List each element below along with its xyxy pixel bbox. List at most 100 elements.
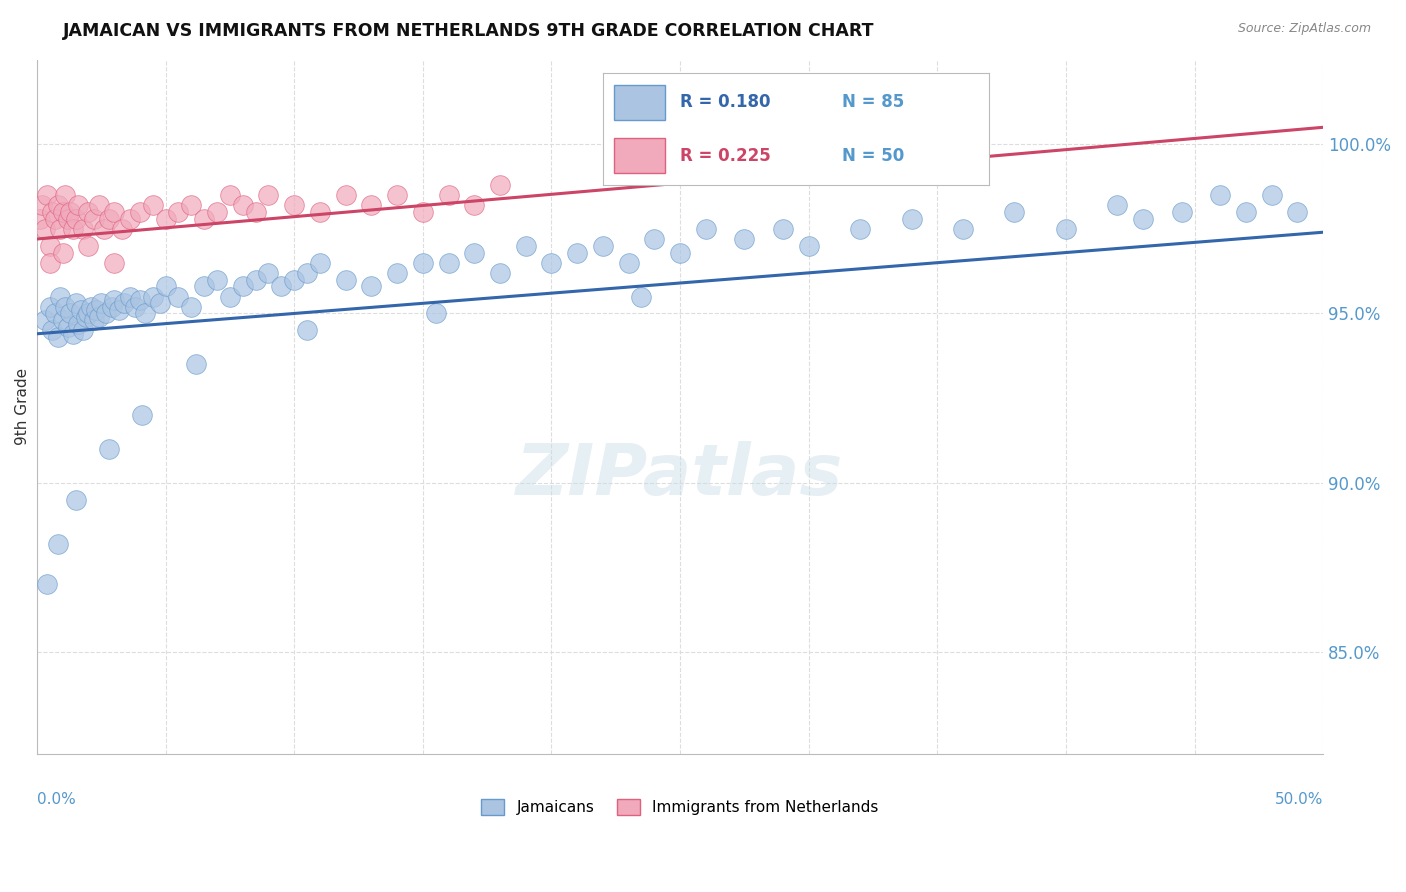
Point — [34, 222, 56, 236]
Point — [49, 289, 72, 303]
Point — [38, 239, 60, 253]
Point — [59, 205, 82, 219]
Point — [232, 279, 254, 293]
Point — [797, 130, 820, 145]
Point — [193, 211, 215, 226]
Legend: Jamaicans, Immigrants from Netherlands: Jamaicans, Immigrants from Netherlands — [481, 799, 879, 815]
Point — [75, 310, 97, 324]
Point — [56, 211, 79, 226]
Point — [49, 222, 72, 236]
Point — [65, 296, 87, 310]
Point — [77, 239, 100, 253]
Point — [295, 266, 318, 280]
Point — [412, 205, 434, 219]
Point — [155, 211, 177, 226]
Point — [412, 256, 434, 270]
Point — [245, 205, 267, 219]
Point — [34, 313, 56, 327]
Point — [84, 303, 107, 318]
Point — [46, 536, 69, 550]
Point — [83, 313, 105, 327]
Point — [142, 198, 165, 212]
Point — [53, 188, 76, 202]
Point — [617, 256, 640, 270]
Point — [83, 211, 105, 226]
Point — [489, 178, 512, 192]
Point — [335, 188, 357, 202]
Point — [69, 303, 91, 318]
Point — [41, 205, 63, 219]
Point — [1234, 205, 1257, 219]
Text: 50.0%: 50.0% — [1275, 792, 1323, 806]
Point — [463, 245, 485, 260]
Point — [1107, 198, 1129, 212]
Point — [44, 306, 66, 320]
Point — [103, 256, 125, 270]
Point — [62, 222, 84, 236]
Point — [1170, 205, 1192, 219]
Point — [62, 326, 84, 341]
Point — [270, 279, 292, 293]
Point — [180, 198, 202, 212]
Point — [515, 239, 537, 253]
Point — [437, 188, 460, 202]
Point — [565, 245, 588, 260]
Point — [1286, 205, 1309, 219]
Text: 0.0%: 0.0% — [37, 792, 76, 806]
Point — [37, 188, 59, 202]
Point — [134, 306, 156, 320]
Point — [112, 296, 135, 310]
Point — [111, 222, 134, 236]
Point — [100, 300, 122, 314]
Point — [67, 317, 90, 331]
Point — [77, 306, 100, 320]
Point — [1132, 211, 1154, 226]
Point — [118, 211, 141, 226]
Point — [118, 289, 141, 303]
Point — [952, 222, 974, 236]
Point — [65, 211, 87, 226]
Point — [65, 492, 87, 507]
Point — [849, 222, 872, 236]
Point — [309, 256, 332, 270]
Point — [643, 232, 665, 246]
Point — [108, 303, 131, 318]
Point — [124, 300, 146, 314]
Point — [93, 222, 115, 236]
Point — [131, 408, 153, 422]
Point — [425, 306, 447, 320]
Point — [98, 442, 121, 456]
Point — [90, 296, 112, 310]
Point — [733, 232, 755, 246]
Text: Source: ZipAtlas.com: Source: ZipAtlas.com — [1237, 22, 1371, 36]
Point — [41, 323, 63, 337]
Point — [540, 256, 562, 270]
Point — [1054, 222, 1077, 236]
Point — [772, 222, 794, 236]
Point — [56, 320, 79, 334]
Point — [232, 198, 254, 212]
Point — [52, 313, 75, 327]
Point — [128, 293, 150, 307]
Text: JAMAICAN VS IMMIGRANTS FROM NETHERLANDS 9TH GRADE CORRELATION CHART: JAMAICAN VS IMMIGRANTS FROM NETHERLANDS … — [63, 22, 875, 40]
Point — [98, 211, 121, 226]
Point — [218, 289, 240, 303]
Point — [77, 205, 100, 219]
Point — [1260, 188, 1282, 202]
Point — [52, 245, 75, 260]
Point — [630, 289, 652, 303]
Point — [149, 296, 172, 310]
Point — [592, 239, 614, 253]
Point — [283, 272, 305, 286]
Point — [489, 266, 512, 280]
Point — [180, 300, 202, 314]
Point — [437, 256, 460, 270]
Point — [128, 205, 150, 219]
Point — [257, 266, 280, 280]
Point — [1004, 205, 1026, 219]
Point — [186, 357, 208, 371]
Point — [52, 205, 75, 219]
Point — [257, 188, 280, 202]
Point — [193, 279, 215, 293]
Point — [44, 211, 66, 226]
